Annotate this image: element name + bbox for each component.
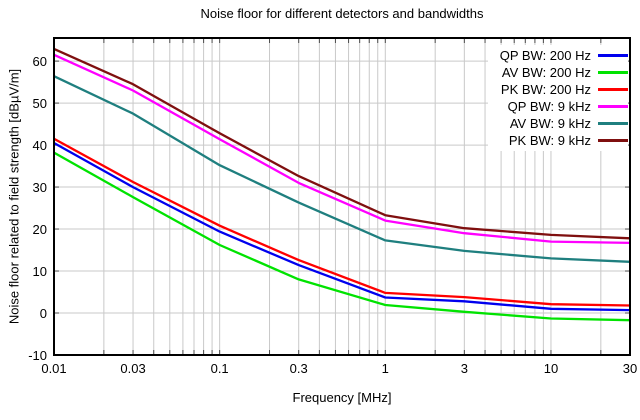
- series-line-qp-bw-9-khz: [53, 53, 631, 245]
- x-tick-label: 1: [381, 361, 389, 376]
- legend-line-sample: [598, 105, 628, 108]
- legend-item-label: PK BW: 200 Hz: [500, 82, 591, 97]
- x-tick-label: 10: [543, 361, 559, 376]
- legend-item: QP BW: 200 Hz: [500, 47, 628, 64]
- legend-item: AV BW: 9 kHz: [500, 115, 628, 132]
- x-axis-label: Frequency [MHz]: [292, 390, 392, 405]
- x-tick-label: 0.01: [41, 361, 67, 376]
- legend-item: PK BW: 9 kHz: [500, 132, 628, 149]
- y-tick-label: 60: [32, 54, 47, 70]
- series-line-av-bw-200-hz: [53, 151, 631, 322]
- legend: QP BW: 200 Hz AV BW: 200 Hz PK BW: 200 Hz Q…: [487, 45, 628, 151]
- y-tick-label: 20: [32, 222, 47, 238]
- y-tick-label: -10: [28, 348, 47, 363]
- y-tick-label: 40: [32, 138, 47, 154]
- series-line-av-bw-9-khz: [53, 75, 631, 263]
- y-tick-label: 50: [32, 96, 47, 112]
- legend-line-sample: [598, 139, 628, 142]
- x-tick-label: 0.3: [289, 361, 308, 376]
- axis-box: [53, 37, 631, 356]
- x-tick-label: 0.1: [210, 361, 229, 376]
- legend-line-sample: [598, 54, 628, 57]
- legend-item-label: AV BW: 200 Hz: [501, 65, 591, 80]
- series-line-pk-bw-200-hz: [53, 137, 631, 307]
- legend-item: QP BW: 9 kHz: [500, 98, 628, 115]
- legend-line-sample: [598, 122, 628, 125]
- legend-line-sample: [598, 88, 628, 91]
- legend-item: PK BW: 200 Hz: [500, 81, 628, 98]
- legend-item: AV BW: 200 Hz: [500, 64, 628, 81]
- legend-line-sample: [598, 71, 628, 74]
- x-tick-label: 30: [622, 361, 638, 376]
- legend-item-label: QP BW: 9 kHz: [507, 99, 591, 114]
- y-tick-label: 10: [32, 264, 47, 280]
- chart-title: Noise floor for different detectors and …: [200, 6, 484, 21]
- y-tick-label: 30: [32, 180, 47, 196]
- legend-item-label: PK BW: 9 kHz: [508, 133, 591, 148]
- legend-item-label: AV BW: 9 kHz: [509, 116, 591, 131]
- x-tick-label: 3: [460, 361, 468, 376]
- y-tick-label: 0: [39, 306, 47, 321]
- series-line-qp-bw-200-hz: [53, 141, 631, 312]
- legend-item-label: QP BW: 200 Hz: [499, 48, 591, 63]
- x-tick-label: 0.03: [120, 361, 146, 376]
- series-line-pk-bw-9-khz: [53, 47, 631, 240]
